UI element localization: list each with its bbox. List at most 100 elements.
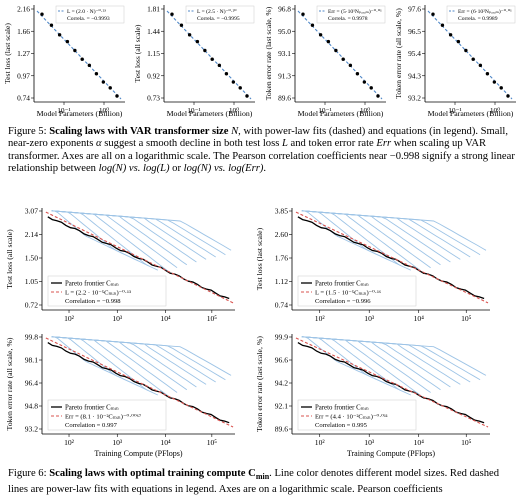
y-tick-label: 0.73: [147, 94, 160, 103]
model-size-curve: [51, 210, 168, 272]
y-tick-label: 1.66: [17, 27, 30, 36]
caption-text-or: or: [169, 163, 184, 175]
fig6-panel-3: Token error rate (all scale, %) 99.8 98.1 9…: [5, 333, 235, 458]
legend-fit-text: L = (2.5 · N)⁻⁰·²⁰: [197, 8, 237, 15]
y-tick-label: 95.0: [278, 27, 291, 36]
power-law-fit-line: [297, 10, 383, 100]
data-point: [355, 72, 360, 76]
x-tick-label: 10²: [315, 438, 326, 447]
data-point: [362, 80, 367, 84]
x-tick-label: 10⁵: [461, 314, 472, 323]
x-tick-label: 10²: [315, 314, 326, 323]
y-tick-label: 96.8: [278, 5, 291, 14]
data-point: [301, 12, 305, 16]
legend-corr-text: Correlation = −0.996: [315, 298, 371, 305]
figure-6-caption-rest: . Line color denotes different model siz…: [8, 468, 500, 495]
symbol-l: L: [281, 138, 288, 150]
legend-corr-text: Correla. = −0.9993: [67, 16, 110, 22]
caption-text-4: when scaling up VAR transformer. Axes ar…: [8, 138, 515, 175]
caption-text-1: , with power-law fits (dashed) and equat…: [8, 126, 509, 150]
power-law-fit-line: [36, 10, 122, 100]
x-tick-label: 10⁰: [360, 106, 370, 115]
y-tick-label: 94.2: [275, 379, 288, 388]
model-size-curve: [301, 210, 441, 266]
legend-fit-text: Err = (4.4 · 10⁻²Cₘᵢₙ)⁻⁰·⁰¹¹: [315, 414, 388, 421]
data-point: [376, 94, 380, 98]
y-tick-label: 2.60: [275, 230, 288, 239]
fig6-panel-2: Test loss (last scale) 3.85 2.60 1.76 1.12 0.…: [255, 207, 490, 323]
data-point: [341, 57, 345, 61]
data-point: [492, 80, 497, 84]
data-point: [65, 39, 70, 44]
y-tick-label: 96.5: [408, 27, 421, 36]
x-tick-label: 10⁴: [160, 438, 171, 447]
model-size-curve: [51, 336, 188, 391]
y-axis-label: Test loss (last scale): [3, 23, 12, 84]
model-size-curve: [301, 336, 461, 385]
y-tick-label: 99.9: [275, 333, 288, 342]
y-tick-label: 1.27: [17, 49, 30, 58]
data-point: [326, 39, 331, 44]
y-tick-label: 1.50: [25, 254, 38, 263]
fig6-panel-1: Test loss (all scale) 3.07 2.14 1.50 1.05 0.7…: [5, 207, 235, 323]
data-point: [348, 63, 353, 68]
y-axis-label: Token error rate (all scale, %): [394, 8, 403, 99]
x-axis-label: Training Compute (PFlops): [94, 449, 182, 458]
legend-box: [297, 399, 417, 431]
y-tick-label: 2.16: [17, 5, 30, 14]
legend-frontier-text: Pareto frontier Cₘᵢₙ: [65, 281, 119, 288]
x-tick-label: 10⁻¹: [318, 106, 332, 115]
data-point: [448, 33, 453, 37]
symbol-n: N: [231, 126, 239, 137]
legend-box: [297, 275, 417, 307]
power-law-fit-line: [295, 211, 489, 304]
data-point: [217, 63, 222, 68]
data-point: [245, 94, 249, 98]
data-point: [57, 33, 62, 37]
figure-5-label: Figure 5:: [8, 126, 47, 137]
legend-box: [446, 5, 516, 24]
y-tick-label: 1.76: [275, 254, 288, 263]
legend-corr-text: Correla. = 0.9989: [458, 16, 498, 22]
model-size-curve: [51, 210, 188, 266]
legend-box: [185, 5, 255, 24]
x-tick-label: 10⁴: [414, 314, 425, 323]
data-point: [49, 23, 54, 27]
data-point: [231, 80, 236, 84]
y-tick-label: 0.74: [275, 301, 288, 310]
x-axis-label: Training Compute (PFlops): [347, 449, 435, 458]
legend-fit-text: Err = (8.1 · 10⁻²Cₘᵢₙ)⁻⁰·⁰⁰⁶⁷: [65, 414, 142, 421]
y-tick-label: 2.14: [25, 230, 38, 239]
pareto-frontier-line: [297, 216, 485, 300]
x-tick-label: 10⁻¹: [57, 106, 71, 115]
y-tick-label: 96.4: [25, 379, 38, 388]
y-tick-label: 93.2: [408, 94, 421, 103]
legend-fit-text: L = (2.2 · 10⁻⁵Cₘᵢₙ)⁻⁰·¹³: [65, 290, 131, 297]
legend-frontier-text: Pareto frontier Cₘᵢₙ: [315, 281, 369, 288]
legend-frontier-text: Pareto frontier Cₘᵢₙ: [315, 405, 369, 412]
x-tick-label: 10⁰: [490, 106, 500, 115]
x-axis-label: Model Parameters (Billion): [428, 109, 514, 118]
y-tick-label: 1.44: [147, 27, 160, 36]
power-law-fit-line: [45, 337, 234, 428]
power-law-fit-line: [166, 10, 252, 100]
y-tick-label: 97.6: [408, 5, 421, 14]
data-point: [238, 86, 242, 90]
figure-6-caption-title: Scaling laws with optimal training compu…: [49, 468, 256, 479]
data-point: [87, 63, 92, 68]
y-tick-label: 96.6: [275, 356, 288, 365]
data-point: [440, 23, 445, 27]
data-point: [334, 48, 338, 53]
x-tick-label: 10²: [64, 438, 75, 447]
data-point: [431, 12, 435, 16]
y-tick-label: 95.4: [408, 49, 421, 58]
data-point: [224, 72, 229, 76]
data-point: [369, 86, 373, 90]
legend-corr-text: Correla. = 0.9978: [328, 16, 368, 22]
legend-box: [47, 399, 167, 431]
legend-corr-text: Correla. = −0.9995: [197, 16, 240, 22]
model-size-curve: [51, 336, 232, 376]
data-point: [170, 12, 174, 16]
y-tick-label: 98.1: [25, 356, 38, 365]
data-point: [485, 72, 490, 76]
